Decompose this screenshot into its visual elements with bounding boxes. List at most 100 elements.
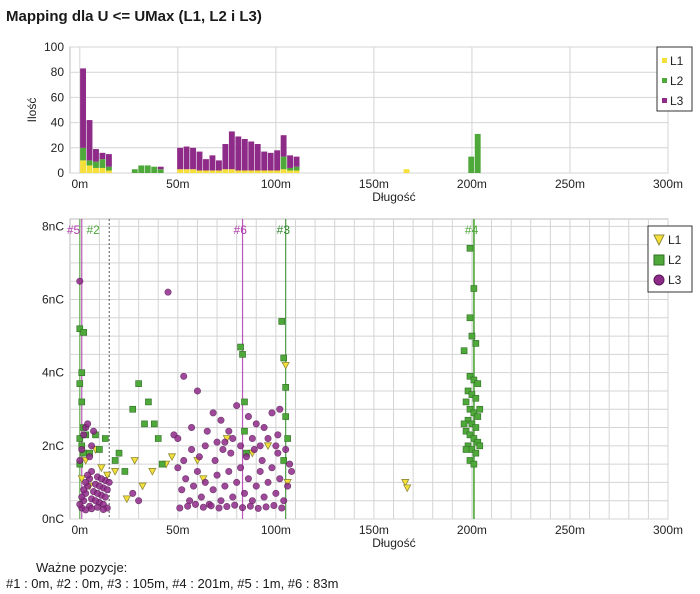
histogram-bar-L3: [196, 151, 203, 171]
histogram-bar-L2: [131, 169, 138, 173]
scatter-point-L3: [207, 502, 215, 510]
position-marker-label: #2: [86, 223, 100, 237]
scatter-point-L3: [95, 482, 103, 490]
scatter-point-L2: [462, 427, 470, 435]
histogram-bar-L3: [183, 146, 190, 170]
histogram-bar-L1: [177, 169, 184, 173]
scatter-point-L2: [470, 376, 478, 384]
scatter-x-tick: 250m: [555, 523, 585, 537]
scatter-point-L3: [229, 493, 237, 501]
position-marker-label: #3: [277, 223, 291, 237]
histogram-y-tick: 40: [51, 116, 65, 130]
scatter-point-L3: [176, 504, 184, 512]
scatter-point-L2: [464, 416, 472, 424]
scatter-point-L2: [466, 431, 474, 439]
histogram-legend: L1 L2 L3: [656, 46, 693, 112]
legend-swatch-L2: [662, 78, 667, 83]
scatter-point-L2: [96, 446, 103, 453]
scatter-point-L3: [276, 405, 284, 413]
scatter-x-tick: 50m: [166, 523, 189, 537]
scatter-point-L3: [182, 475, 190, 483]
scatter-x-tick: 200m: [457, 523, 487, 537]
scatter-point-L3: [211, 456, 219, 464]
scatter-point-L2: [470, 285, 478, 292]
scatter-point-L3: [244, 475, 252, 483]
histogram-bar-L2: [474, 133, 481, 173]
scatter-point-L2: [474, 380, 482, 387]
scatter-point-L2: [78, 369, 86, 376]
histogram-bar-L1: [235, 170, 242, 173]
scatter-point-L2: [468, 420, 476, 428]
histogram-bar-L3: [228, 131, 235, 170]
scatter-point-L3: [129, 489, 137, 497]
scatter-point-L3: [284, 482, 292, 490]
legend-swatch-L1: [662, 58, 667, 63]
scatter-point-L3: [258, 456, 266, 464]
scatter-point-L2: [101, 435, 109, 442]
scatter-point-L3: [76, 500, 84, 508]
scatter-point-L3: [193, 387, 201, 395]
scatter-point-L2: [472, 340, 480, 347]
histogram-bar-L1: [105, 170, 112, 173]
scatter-point-L3: [278, 504, 286, 512]
scatter-point-L1: [110, 468, 120, 476]
scatter-point-L2: [476, 405, 484, 413]
scatter-point-L1: [281, 361, 290, 370]
position-marker-label: #6: [234, 223, 248, 237]
scatter-y-tick: 4nC: [42, 366, 64, 380]
histogram-bar-L1: [93, 167, 99, 173]
histogram-x-tick: 50m: [166, 177, 189, 191]
scatter-point-L1: [401, 479, 410, 487]
histogram-bar-L3: [241, 138, 248, 171]
scatter-point-L2: [464, 387, 472, 395]
histogram-bar-L1: [241, 170, 248, 173]
scatter-point-L3: [180, 372, 188, 380]
scatter-x-tick: 100m: [261, 523, 291, 537]
scatter-point-L1: [97, 464, 106, 473]
scatter-point-L2: [76, 435, 84, 442]
scatter-point-L3: [80, 486, 88, 494]
histogram-chart: 0 20 40 60 80 100 0m 50m 100m 150m 200m 250m 300m Dłu…: [25, 40, 693, 204]
scatter-point-L2: [141, 420, 148, 428]
scatter-point-L3: [237, 464, 245, 472]
histogram-x-tick: 300m: [653, 177, 683, 191]
histogram-bar-L1: [99, 167, 106, 173]
scatter-point-L3: [103, 486, 111, 494]
scatter-point-L3: [252, 482, 260, 490]
histogram-bar-L2: [86, 160, 93, 166]
scatter-point-L2: [472, 394, 480, 402]
scatter-point-L2: [472, 424, 480, 431]
scatter-point-L1: [167, 453, 177, 462]
scatter-point-L3: [180, 456, 188, 464]
histogram-bar-L2: [468, 156, 475, 173]
scatter-x-label: Długość: [372, 536, 415, 550]
scatter-point-L1: [77, 475, 86, 484]
histogram-y-tick: 0: [57, 166, 64, 180]
scatter-point-L3: [174, 464, 182, 472]
scatter-point-L3: [256, 467, 264, 475]
scatter-point-L3: [288, 467, 296, 475]
histogram-bar-L2: [287, 167, 294, 171]
scatter-point-L2: [468, 332, 476, 340]
position-marker-label: #5: [67, 223, 81, 237]
scatter-point-L2: [466, 405, 474, 413]
scatter-point-L3: [97, 475, 105, 483]
scatter-point-L3: [264, 478, 272, 486]
histogram-bar-L3: [157, 166, 164, 170]
histogram-bar-L2: [144, 165, 151, 173]
legend-label-L1: L1: [670, 54, 684, 68]
scatter-point-L3: [76, 456, 84, 464]
scatter-point-L3: [274, 431, 282, 439]
scatter-point-L3: [88, 442, 96, 450]
scatter-point-L3: [242, 453, 250, 461]
scatter-point-L2: [280, 354, 288, 362]
scatter-point-L2: [476, 442, 484, 450]
scatter-point-L1: [103, 471, 112, 480]
scatter-point-L2: [468, 391, 476, 398]
scatter-point-L3: [240, 489, 248, 497]
scatter-point-L3: [221, 482, 229, 490]
scatter-point-L3: [174, 435, 182, 443]
scatter-point-L1: [122, 495, 132, 504]
histogram-bar-L3: [177, 147, 184, 170]
scatter-point-L2: [78, 398, 86, 406]
